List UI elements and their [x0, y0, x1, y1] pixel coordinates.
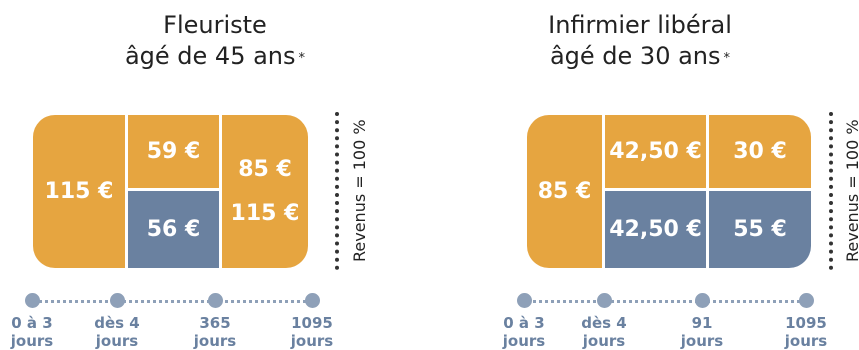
revenue-label: Revenus = 100 % — [350, 119, 369, 262]
cell-top-right: 30 € — [709, 115, 811, 188]
revenue-bracket — [335, 112, 339, 270]
title-line1: Infirmier libéral — [548, 11, 732, 39]
timeline-dot — [305, 293, 320, 308]
asterisk: * — [723, 51, 731, 66]
title-age: âgé de 45 ans — [124, 42, 296, 70]
timeline-dot — [25, 293, 40, 308]
cell-left: 85 € — [527, 115, 602, 268]
timeline-dot — [695, 293, 710, 308]
income-box: 85 € 42,50 € 42,50 € 30 € 55 € — [527, 115, 811, 268]
timeline-dot — [597, 293, 612, 308]
panel-title: Infirmier libéral âgé de 30 ans * — [425, 10, 855, 72]
timeline-label: 1095 jours — [784, 314, 828, 350]
panel-title: Fleuriste âgé de 45 ans * — [0, 10, 430, 72]
panel-infirmier: Infirmier libéral âgé de 30 ans * 85 € 42… — [425, 0, 859, 350]
cell-top-right-value: 30 € — [733, 139, 787, 164]
timeline-dot — [208, 293, 223, 308]
timeline-dot — [110, 293, 125, 308]
cell-bottom-right-value: 55 € — [733, 217, 787, 242]
title-line2: âgé de 30 ans * — [425, 41, 855, 72]
timeline-label: 1095 jours — [290, 314, 334, 350]
timeline-line — [528, 300, 806, 303]
cell-top-middle: 59 € — [128, 115, 219, 188]
cell-top-middle-value: 59 € — [146, 139, 201, 164]
panel-fleuriste: Fleuriste âgé de 45 ans * 115 € 59 € 56 €… — [0, 10, 430, 350]
asterisk: * — [298, 51, 306, 66]
timeline-dot — [799, 293, 814, 308]
timeline-label: 0 à 3 jours — [502, 314, 546, 350]
timeline-label: dès 4 jours — [94, 314, 140, 350]
timeline-line — [38, 300, 314, 303]
cell-top-middle-value: 42,50 € — [609, 139, 702, 164]
revenue-label: Revenus = 100 % — [843, 119, 859, 262]
timeline-label: 91 jours — [680, 314, 724, 350]
cell-right: 85 € 115 € — [222, 115, 308, 268]
title-line1: Fleuriste — [163, 11, 267, 39]
cell-left-value: 85 € — [537, 179, 592, 204]
timeline-label: dès 4 jours — [581, 314, 627, 350]
cell-left-value: 115 € — [44, 179, 114, 204]
timeline-label: 0 à 3 jours — [10, 314, 54, 350]
title-line2: âgé de 45 ans * — [0, 41, 430, 72]
cell-bottom-middle: 42,50 € — [605, 191, 706, 268]
income-box: 115 € 59 € 56 € 85 € 115 € — [33, 115, 308, 268]
title-age: âgé de 30 ans — [549, 42, 721, 70]
timeline-label: 365 jours — [193, 314, 237, 350]
cell-right-bottom-value: 115 € — [230, 200, 300, 226]
revenue-bracket — [829, 112, 833, 270]
cell-right-top-value: 85 € — [238, 156, 292, 182]
cell-bottom-middle-value: 56 € — [146, 217, 201, 242]
cell-bottom-middle: 56 € — [128, 191, 219, 268]
timeline-dot — [517, 293, 532, 308]
cell-bottom-right: 55 € — [709, 191, 811, 268]
cell-left: 115 € — [33, 115, 125, 268]
cell-bottom-middle-value: 42,50 € — [609, 217, 702, 242]
cell-top-middle: 42,50 € — [605, 115, 706, 188]
